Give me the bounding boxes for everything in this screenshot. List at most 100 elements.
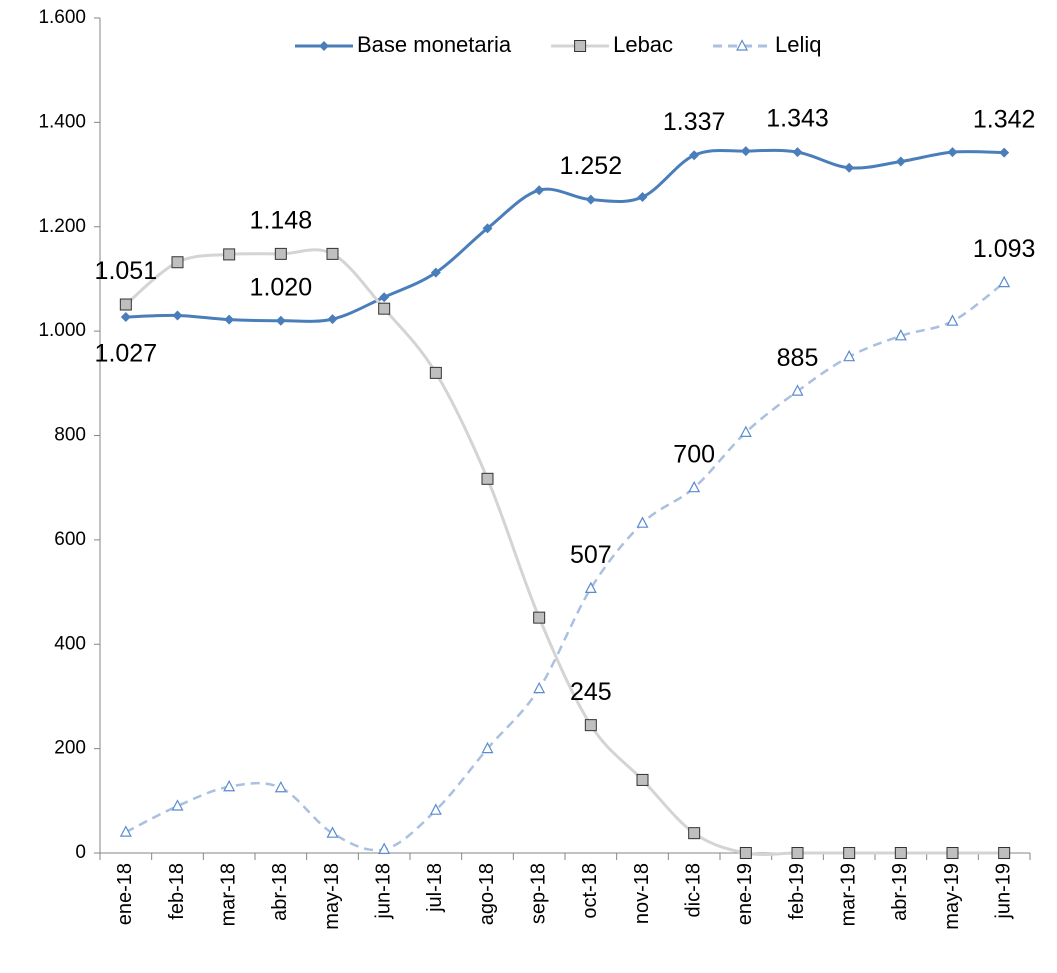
data-label: 1.020	[250, 273, 313, 301]
x-tick-label: feb-18	[166, 863, 188, 920]
marker	[636, 516, 649, 528]
marker	[378, 302, 391, 315]
marker	[533, 681, 546, 694]
x-tick-label: ene-19	[734, 863, 756, 925]
marker	[533, 611, 546, 624]
marker	[275, 315, 286, 326]
data-label: 885	[777, 344, 819, 372]
marker	[792, 147, 803, 158]
marker	[894, 329, 907, 341]
x-tick-label: may-19	[941, 863, 963, 930]
marker	[894, 847, 907, 859]
x-tick-label: abr-18	[269, 863, 291, 921]
marker	[378, 842, 391, 854]
data-label: 700	[673, 440, 715, 468]
data-label: 1.051	[95, 257, 158, 285]
y-tick-label: 1.200	[38, 216, 86, 237]
marker	[327, 314, 338, 325]
x-tick-label: jun-18	[372, 863, 394, 920]
marker	[319, 41, 329, 51]
marker	[895, 156, 906, 167]
legend-label: Leliq	[775, 32, 821, 57]
x-tick-label: sep-18	[527, 863, 549, 924]
data-label: 1.148	[250, 206, 313, 234]
x-tick-label: feb-19	[786, 863, 808, 920]
marker	[481, 472, 494, 485]
marker	[574, 40, 587, 52]
x-tick-label: ago-18	[476, 863, 498, 925]
marker	[636, 773, 649, 786]
y-tick-label: 1.600	[38, 7, 86, 28]
series-line	[124, 248, 1005, 856]
marker	[736, 39, 749, 51]
data-label: 1.342	[973, 105, 1036, 133]
x-tick-label: oct-18	[579, 863, 601, 919]
marker	[689, 150, 700, 161]
y-tick-label: 0	[75, 842, 86, 863]
x-tick-label: nov-18	[631, 863, 653, 924]
data-label: 1.093	[973, 235, 1036, 263]
marker	[947, 147, 958, 158]
legend-label: Lebac	[613, 32, 673, 57]
marker	[739, 847, 752, 859]
marker	[120, 312, 131, 323]
marker	[172, 310, 183, 321]
marker	[119, 825, 132, 837]
marker	[481, 741, 494, 754]
marker	[998, 847, 1011, 859]
series-line	[125, 281, 1005, 852]
marker	[326, 247, 339, 260]
x-tick-label: ene-18	[114, 863, 136, 925]
data-label: 1.252	[560, 152, 623, 180]
y-tick-label: 800	[54, 425, 86, 446]
marker	[791, 384, 804, 396]
y-tick-label: 1.400	[38, 111, 86, 132]
marker	[224, 314, 235, 325]
x-tick-label: jun-19	[992, 863, 1014, 920]
marker	[171, 256, 184, 269]
y-tick-label: 1.000	[38, 320, 86, 341]
marker	[946, 314, 959, 326]
marker	[637, 192, 648, 203]
marker	[223, 779, 236, 792]
marker	[534, 185, 545, 196]
y-tick-label: 400	[54, 633, 86, 654]
marker	[844, 162, 855, 173]
marker	[429, 803, 442, 815]
x-tick-label: mar-18	[217, 863, 239, 926]
marker	[843, 349, 856, 362]
marker	[998, 275, 1011, 288]
marker	[119, 298, 132, 311]
x-tick-label: jul-18	[424, 863, 446, 913]
marker	[429, 366, 442, 379]
marker	[379, 292, 390, 303]
data-label: 1.337	[663, 108, 726, 136]
marker	[843, 847, 856, 859]
data-label: 1.343	[766, 105, 829, 133]
marker	[430, 267, 441, 278]
marker	[688, 827, 701, 840]
x-tick-label: may-18	[321, 863, 343, 930]
data-label: 245	[570, 678, 612, 706]
marker	[585, 194, 596, 205]
marker	[688, 480, 701, 493]
marker	[482, 223, 493, 234]
data-label: 1.027	[95, 340, 158, 368]
marker	[946, 847, 959, 859]
marker	[740, 146, 751, 157]
data-label: 507	[570, 541, 612, 569]
x-tick-label: mar-19	[837, 863, 859, 926]
x-tick-label: abr-19	[889, 863, 911, 921]
marker	[326, 826, 339, 838]
marker	[223, 248, 236, 261]
y-tick-label: 200	[54, 738, 86, 759]
marker	[999, 147, 1010, 158]
marker	[739, 425, 752, 437]
legend-label: Base monetaria	[357, 32, 512, 57]
marker	[791, 847, 804, 859]
marker	[274, 780, 287, 793]
x-tick-label: dic-18	[682, 863, 704, 917]
marker	[171, 799, 184, 811]
marker	[274, 247, 287, 260]
